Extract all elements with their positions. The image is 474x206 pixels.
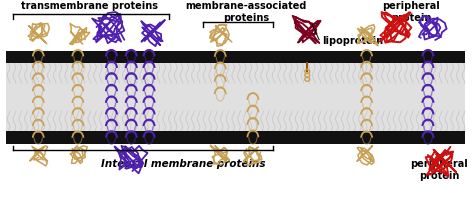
Text: membrane-associated
proteins: membrane-associated proteins (185, 1, 307, 23)
Bar (6, 51, 465, 64)
Text: peripheral
protein: peripheral protein (382, 1, 440, 23)
Text: peripheral
protein: peripheral protein (410, 159, 468, 180)
Text: lipoprotein: lipoprotein (322, 35, 383, 46)
Text: Integral membrane proteins: Integral membrane proteins (101, 159, 266, 169)
Bar (6, 131, 465, 144)
Text: transmembrane proteins: transmembrane proteins (21, 1, 158, 11)
Bar (6, 64, 465, 131)
